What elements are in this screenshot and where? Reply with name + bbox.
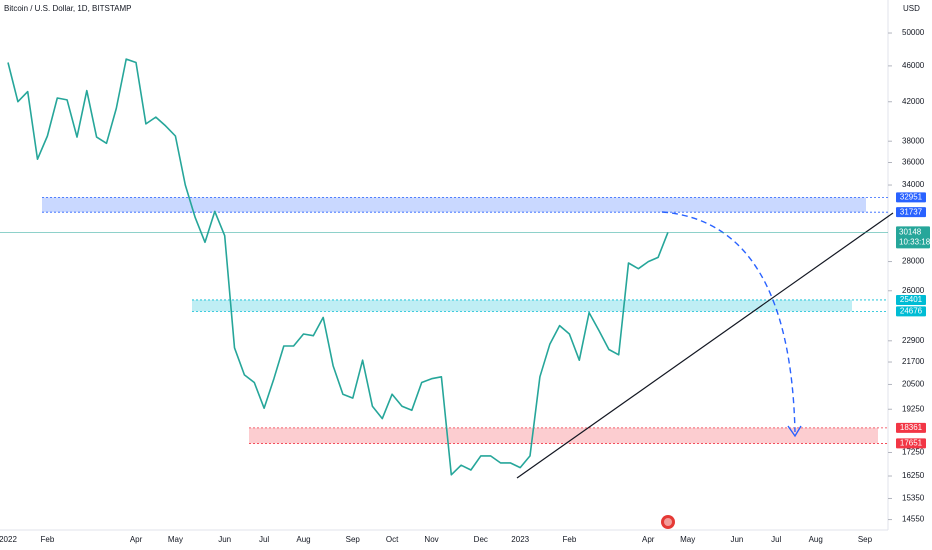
x-tick-label: May — [168, 535, 183, 544]
y-tick-label: 16250 — [902, 471, 925, 480]
price-badge-label: 24676 — [900, 306, 923, 315]
price-badge-label: 32951 — [900, 192, 923, 201]
x-tick-label: Jun — [730, 535, 743, 544]
x-tick-label: Jun — [218, 535, 231, 544]
price-badge — [896, 207, 926, 218]
price-badge-label: 31737 — [900, 207, 923, 216]
event-flag-inner — [664, 518, 672, 526]
countdown-label: 10:33:18 — [899, 238, 931, 247]
price-line — [7, 58, 669, 476]
y-tick-label: 14550 — [902, 515, 925, 524]
x-tick-label: Aug — [296, 535, 310, 544]
price-badge — [896, 306, 926, 317]
price-badge-label: 18361 — [900, 423, 923, 432]
last-price-badge — [896, 226, 930, 249]
y-tick-label: 42000 — [902, 97, 925, 106]
price-badge-label: 25401 — [900, 295, 923, 304]
projection-arrow — [661, 211, 796, 433]
x-tick-label: Sep — [858, 535, 873, 544]
price-badge-label: 17651 — [900, 439, 923, 448]
x-tick-label: Feb — [563, 535, 577, 544]
x-tick-label: Apr — [130, 535, 143, 544]
x-tick-label: Nov — [424, 535, 438, 544]
y-tick-label: 17250 — [902, 448, 925, 457]
x-tick-label: Oct — [386, 535, 399, 544]
price-badge — [896, 438, 926, 449]
y-tick-label: 36000 — [902, 158, 925, 167]
x-tick-label: Jul — [259, 535, 269, 544]
chart-title: Bitcoin / U.S. Dollar, 1D, BITSTAMP — [4, 4, 131, 13]
zone — [249, 427, 878, 444]
y-tick-label: 50000 — [902, 28, 925, 37]
zones: 32951 31737 25401 24676 18361 17651 — [42, 192, 926, 449]
x-tick-label: May — [680, 535, 695, 544]
trend-line — [516, 212, 894, 479]
x-tick-label: 2023 — [511, 535, 529, 544]
y-tick-label: 15350 — [902, 494, 925, 503]
x-tick-label: Sep — [346, 535, 361, 544]
y-tick-label: 28000 — [902, 257, 925, 266]
y-axis-label: USD — [903, 4, 920, 13]
y-tick-label: 38000 — [902, 136, 925, 145]
price-badge — [896, 294, 926, 305]
price-badge — [896, 422, 926, 433]
price-badge — [896, 192, 926, 203]
last-price-label: 30148 — [899, 228, 922, 237]
zone — [42, 197, 866, 213]
zone — [192, 299, 852, 312]
x-tick-label: Dec — [474, 535, 488, 544]
y-tick-label: 19250 — [902, 404, 925, 413]
x-tick-label: 2022 — [0, 535, 17, 544]
y-tick-label: 34000 — [902, 180, 925, 189]
y-tick-label: 26000 — [902, 286, 925, 295]
x-tick-label: Jul — [771, 535, 781, 544]
y-tick-label: 46000 — [902, 61, 925, 70]
x-tick-label: Feb — [41, 535, 55, 544]
x-tick-label: Aug — [809, 535, 823, 544]
arrow-head — [787, 425, 802, 438]
x-tick-label: Apr — [642, 535, 655, 544]
y-tick-label: 20500 — [902, 380, 925, 389]
y-tick-label: 22900 — [902, 336, 925, 345]
y-tick-label: 21700 — [902, 357, 925, 366]
